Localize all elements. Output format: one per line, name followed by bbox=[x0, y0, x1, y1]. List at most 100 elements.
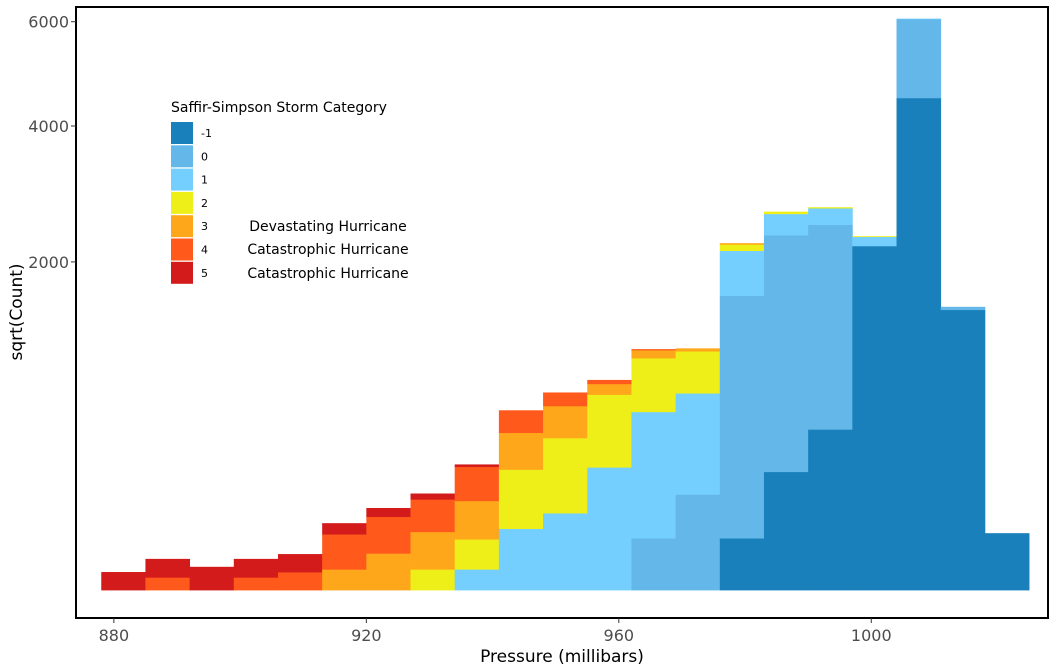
y-tick-label: 4000 bbox=[28, 117, 69, 136]
bar-cat-4-bin-12 bbox=[631, 349, 677, 351]
bar-cat-3-bin-9 bbox=[498, 432, 544, 470]
bar-cat-5-bin-3 bbox=[233, 558, 279, 578]
bar-cat-0-bin-15 bbox=[763, 235, 809, 473]
bar-cat-4-bin-1 bbox=[145, 577, 191, 591]
bar-cat-1-bin-14 bbox=[719, 250, 765, 297]
bar-cat-3-bin-14 bbox=[719, 243, 765, 245]
legend-key-0 bbox=[171, 145, 193, 168]
y-tick-label: 2000 bbox=[28, 253, 69, 272]
annotation-catastrophic-2: Catastrophic Hurricane bbox=[247, 266, 408, 282]
legend-key-5 bbox=[171, 261, 193, 284]
bar-cat-0-bin-14 bbox=[719, 295, 765, 539]
bar-cat-4-bin-11 bbox=[587, 379, 632, 385]
bar-cat-0-bin-19 bbox=[940, 306, 986, 311]
annotations: Devastating Hurricane Catastrophic Hurri… bbox=[247, 219, 408, 282]
legend-key-4 bbox=[171, 238, 193, 261]
bar-cat-3-bin-13 bbox=[675, 348, 721, 352]
y-axis-title: sqrt(Count) bbox=[7, 263, 27, 360]
bar-cat-4-bin-6 bbox=[366, 516, 411, 554]
bar-cat-3-bin-11 bbox=[587, 383, 632, 395]
bar-cat-0-bin-18 bbox=[896, 18, 942, 99]
bar-cat-5-bin-7 bbox=[410, 493, 456, 500]
bar-cat-3-bin-6 bbox=[366, 553, 411, 591]
bar-cat-0-bin-12 bbox=[631, 538, 677, 591]
bar-cat-2-bin-11 bbox=[587, 394, 632, 468]
annotation-catastrophic-1: Catastrophic Hurricane bbox=[247, 242, 408, 258]
bar-cat--1-bin-19 bbox=[940, 309, 986, 591]
bar-cat-2-bin-9 bbox=[498, 469, 544, 530]
x-tick-label: 920 bbox=[351, 626, 382, 645]
x-axis-title: Pressure (millibars) bbox=[480, 647, 644, 667]
bar-cat-1-bin-18 bbox=[896, 18, 942, 20]
bar-cat-1-bin-11 bbox=[587, 467, 632, 591]
bar-cat-1-bin-13 bbox=[675, 393, 721, 495]
bar-cat--1-bin-15 bbox=[763, 471, 809, 591]
bar-cat-1-bin-10 bbox=[543, 513, 588, 591]
bar-cat--1-bin-20 bbox=[984, 533, 1030, 591]
bar-cat-4-bin-8 bbox=[454, 466, 500, 502]
bar-cat-2-bin-15 bbox=[763, 211, 809, 215]
x-tick-label: 880 bbox=[99, 626, 130, 645]
bar-cat-3-bin-10 bbox=[543, 405, 588, 439]
bar-cat-4-bin-7 bbox=[410, 499, 456, 533]
bar-cat-4-bin-9 bbox=[498, 410, 544, 434]
legend-key--1 bbox=[171, 122, 193, 144]
bar-cat-3-bin-12 bbox=[631, 350, 677, 359]
legend-label-1: 1 bbox=[201, 174, 208, 187]
legend-title: Saffir-Simpson Storm Category bbox=[171, 100, 387, 116]
bar-cat-3-bin-7 bbox=[410, 531, 456, 570]
bars-layer bbox=[101, 18, 1030, 591]
legend-label-5: 5 bbox=[201, 267, 208, 280]
legend-label-0: 0 bbox=[201, 150, 208, 163]
plot-border bbox=[75, 6, 1049, 619]
bar-cat-2-bin-8 bbox=[454, 539, 500, 570]
bar-cat-4-bin-5 bbox=[322, 534, 367, 570]
bar-cat-5-bin-2 bbox=[189, 566, 235, 591]
legend-label--1: -1 bbox=[201, 127, 212, 140]
bar-cat-5-bin-5 bbox=[322, 523, 367, 535]
bar-cat-1-bin-15 bbox=[763, 213, 809, 236]
legend-key-2 bbox=[171, 191, 193, 214]
bar-cat-2-bin-12 bbox=[631, 358, 677, 413]
legend-key-1 bbox=[171, 168, 193, 191]
legend-label-3: 3 bbox=[201, 220, 208, 233]
x-axis: 880 920 960 1000 bbox=[99, 618, 892, 645]
bar-cat-5-bin-0 bbox=[101, 572, 146, 591]
bar-cat-2-bin-14 bbox=[719, 244, 765, 252]
bar-cat-5-bin-8 bbox=[454, 464, 500, 467]
annotation-devastating: Devastating Hurricane bbox=[249, 219, 407, 235]
bar-cat-2-bin-13 bbox=[675, 351, 721, 394]
legend: Saffir-Simpson Storm Category -1 0 1 2 3 4 5 bbox=[171, 100, 387, 284]
bar-cat-1-bin-16 bbox=[808, 208, 853, 226]
bar-cat-4-bin-3 bbox=[233, 577, 279, 591]
bar-cat-4-bin-4 bbox=[277, 572, 323, 591]
bar-cat-2-bin-16 bbox=[808, 207, 853, 209]
bar-cat--1-bin-16 bbox=[808, 429, 853, 591]
bar-cat--1-bin-17 bbox=[852, 245, 897, 591]
bar-cat--1-bin-18 bbox=[896, 97, 942, 591]
bar-cat-1-bin-9 bbox=[498, 528, 544, 591]
bar-cat-1-bin-8 bbox=[454, 569, 500, 591]
bar-cat-5-bin-4 bbox=[277, 554, 323, 573]
y-axis: 2000 4000 6000 bbox=[28, 13, 76, 272]
bar-cat-5-bin-1 bbox=[145, 558, 191, 578]
bar-cat-3-bin-8 bbox=[454, 500, 500, 540]
y-tick-label: 6000 bbox=[28, 13, 69, 32]
x-tick-label: 960 bbox=[604, 626, 635, 645]
bar-cat-4-bin-10 bbox=[543, 392, 588, 407]
legend-key-3 bbox=[171, 215, 193, 238]
bar-cat-0-bin-16 bbox=[808, 224, 853, 430]
bar-cat-2-bin-7 bbox=[410, 569, 456, 591]
bar-cat-2-bin-17 bbox=[852, 236, 897, 238]
bar-cat-1-bin-17 bbox=[852, 236, 897, 247]
legend-label-4: 4 bbox=[201, 244, 208, 257]
bar-cat-3-bin-5 bbox=[322, 569, 367, 591]
bar-cat-5-bin-6 bbox=[366, 507, 411, 518]
bar-cat-2-bin-10 bbox=[543, 437, 588, 514]
x-tick-label: 1000 bbox=[851, 626, 892, 645]
bar-cat--1-bin-14 bbox=[719, 538, 765, 591]
bar-cat-1-bin-12 bbox=[631, 411, 677, 539]
bar-cat-0-bin-13 bbox=[675, 494, 721, 591]
legend-label-2: 2 bbox=[201, 197, 208, 210]
